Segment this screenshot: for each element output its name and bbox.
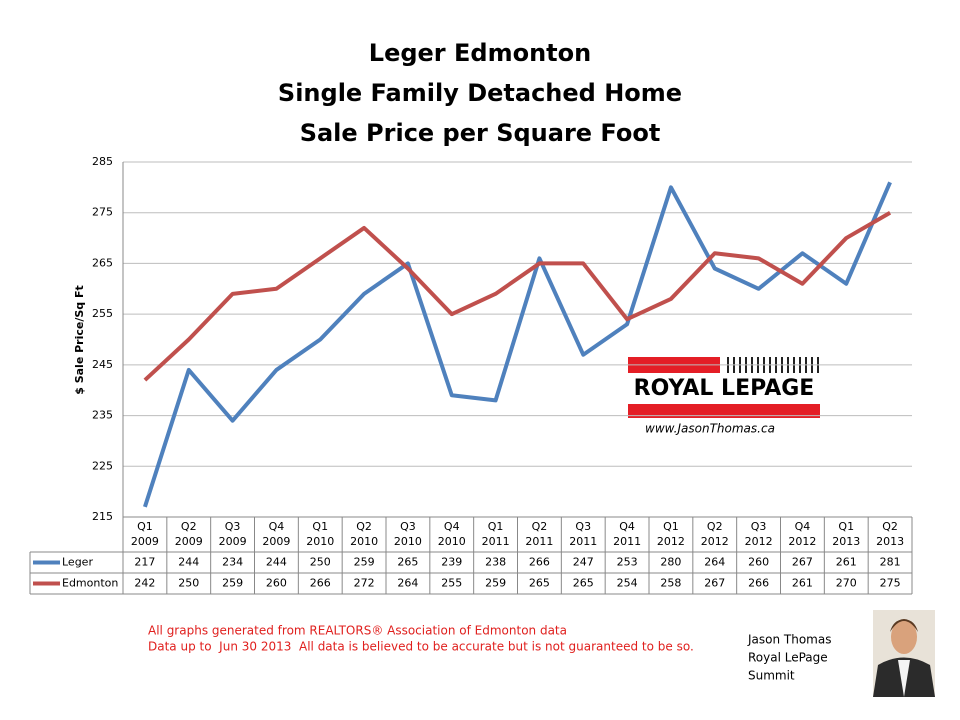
x-tick-label: Q4 xyxy=(619,520,635,533)
x-tick-label: Q2 xyxy=(707,520,723,533)
table-value: 242 xyxy=(134,577,155,590)
x-tick-label: Q3 xyxy=(400,520,416,533)
table-value: 265 xyxy=(529,577,550,590)
table-value: 272 xyxy=(354,577,375,590)
table-value: 250 xyxy=(178,577,199,590)
legend-label: Leger xyxy=(62,556,93,569)
table-value: 266 xyxy=(748,577,769,590)
x-tick-label: Q3 xyxy=(751,520,767,533)
x-tick-label: 2011 xyxy=(613,535,641,548)
table-value: 281 xyxy=(880,556,901,569)
table-value: 260 xyxy=(266,577,287,590)
table-value: 255 xyxy=(441,577,462,590)
x-tick-label: Q1 xyxy=(838,520,854,533)
table-value: 267 xyxy=(792,556,813,569)
table-value: 259 xyxy=(485,577,506,590)
y-tick-label: 215 xyxy=(92,510,113,523)
x-tick-label: 2012 xyxy=(657,535,685,548)
table-value: 265 xyxy=(573,577,594,590)
x-tick-label: 2009 xyxy=(175,535,203,548)
x-tick-label: 2009 xyxy=(131,535,159,548)
x-tick-label: 2009 xyxy=(219,535,247,548)
x-tick-label: 2010 xyxy=(438,535,466,548)
table-value: 244 xyxy=(178,556,199,569)
x-tick-label: Q4 xyxy=(795,520,811,533)
x-tick-label: 2010 xyxy=(394,535,422,548)
x-tick-label: 2011 xyxy=(569,535,597,548)
chart-title: Single Family Detached Home xyxy=(278,79,682,107)
y-tick-label: 255 xyxy=(92,307,113,320)
x-tick-label: Q2 xyxy=(532,520,548,533)
x-tick-label: Q4 xyxy=(444,520,460,533)
x-tick-label: Q1 xyxy=(488,520,504,533)
y-tick-label: 285 xyxy=(92,155,113,168)
y-tick-label: 225 xyxy=(92,459,113,472)
legend-label: Edmonton xyxy=(62,577,118,590)
x-tick-label: Q1 xyxy=(663,520,679,533)
table-value: 266 xyxy=(529,556,550,569)
table-value: 253 xyxy=(617,556,638,569)
x-tick-label: Q2 xyxy=(882,520,898,533)
chart-title: Sale Price per Square Foot xyxy=(300,119,661,147)
agent-office: Summit xyxy=(748,669,795,683)
note: Data up to Jun 30 2013 All data is belie… xyxy=(148,640,694,654)
table-value: 247 xyxy=(573,556,594,569)
table-value: 217 xyxy=(134,556,155,569)
series-line xyxy=(143,210,892,382)
table-value: 261 xyxy=(836,556,857,569)
y-tick-label: 235 xyxy=(92,409,113,422)
chart-title: Leger Edmonton xyxy=(369,39,591,67)
x-tick-label: Q3 xyxy=(225,520,241,533)
table-value: 258 xyxy=(660,577,681,590)
x-tick-label: Q2 xyxy=(356,520,372,533)
x-tick-label: Q4 xyxy=(269,520,285,533)
x-tick-label: Q3 xyxy=(575,520,591,533)
x-tick-label: Q1 xyxy=(312,520,328,533)
table-value: 259 xyxy=(222,577,243,590)
y-tick-label: 245 xyxy=(92,358,113,371)
y-tick-label: 275 xyxy=(92,206,113,219)
table-value: 238 xyxy=(485,556,506,569)
x-tick-label: Q1 xyxy=(137,520,153,533)
table-value: 267 xyxy=(704,577,725,590)
x-tick-label: Q2 xyxy=(181,520,197,533)
agent-company: Royal LePage xyxy=(748,651,828,665)
table-value: 244 xyxy=(266,556,287,569)
table-value: 266 xyxy=(310,577,331,590)
table-value: 264 xyxy=(397,577,418,590)
x-tick-label: 2012 xyxy=(788,535,816,548)
x-tick-label: 2012 xyxy=(745,535,773,548)
y-axis-label: $ Sale Price/Sq Ft xyxy=(73,285,86,395)
note: All graphs generated from REALTORS® Asso… xyxy=(148,624,567,638)
table-value: 261 xyxy=(792,577,813,590)
x-tick-label: 2012 xyxy=(701,535,729,548)
x-tick-label: 2011 xyxy=(482,535,510,548)
table-value: 239 xyxy=(441,556,462,569)
table-value: 250 xyxy=(310,556,331,569)
table-value: 270 xyxy=(836,577,857,590)
y-tick-label: 265 xyxy=(92,256,113,269)
agent-photo xyxy=(873,610,935,697)
logo-band xyxy=(628,404,820,418)
table-value: 264 xyxy=(704,556,725,569)
table-value: 280 xyxy=(660,556,681,569)
agent-name: Jason Thomas xyxy=(747,633,831,647)
x-tick-label: 2013 xyxy=(876,535,904,548)
x-tick-label: 2013 xyxy=(832,535,860,548)
table-value: 275 xyxy=(880,577,901,590)
table-value: 259 xyxy=(354,556,375,569)
series-line xyxy=(143,181,892,508)
logo-name: ROYAL LEPAGE xyxy=(634,376,815,401)
table-value: 234 xyxy=(222,556,243,569)
x-tick-label: 2011 xyxy=(525,535,553,548)
x-tick-label: 2010 xyxy=(306,535,334,548)
x-tick-label: 2010 xyxy=(350,535,378,548)
table-value: 265 xyxy=(397,556,418,569)
logo: ROYAL LEPAGE www.JasonThomas.ca xyxy=(628,357,820,436)
logo-url: www.JasonThomas.ca xyxy=(645,422,775,436)
table-value: 260 xyxy=(748,556,769,569)
x-tick-label: 2009 xyxy=(262,535,290,548)
table-value: 254 xyxy=(617,577,638,590)
